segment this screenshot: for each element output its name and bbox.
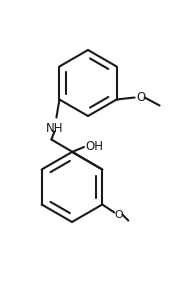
Text: NH: NH (46, 123, 63, 135)
Text: OH: OH (85, 141, 103, 153)
Text: O: O (137, 91, 146, 104)
Text: O: O (114, 210, 123, 220)
